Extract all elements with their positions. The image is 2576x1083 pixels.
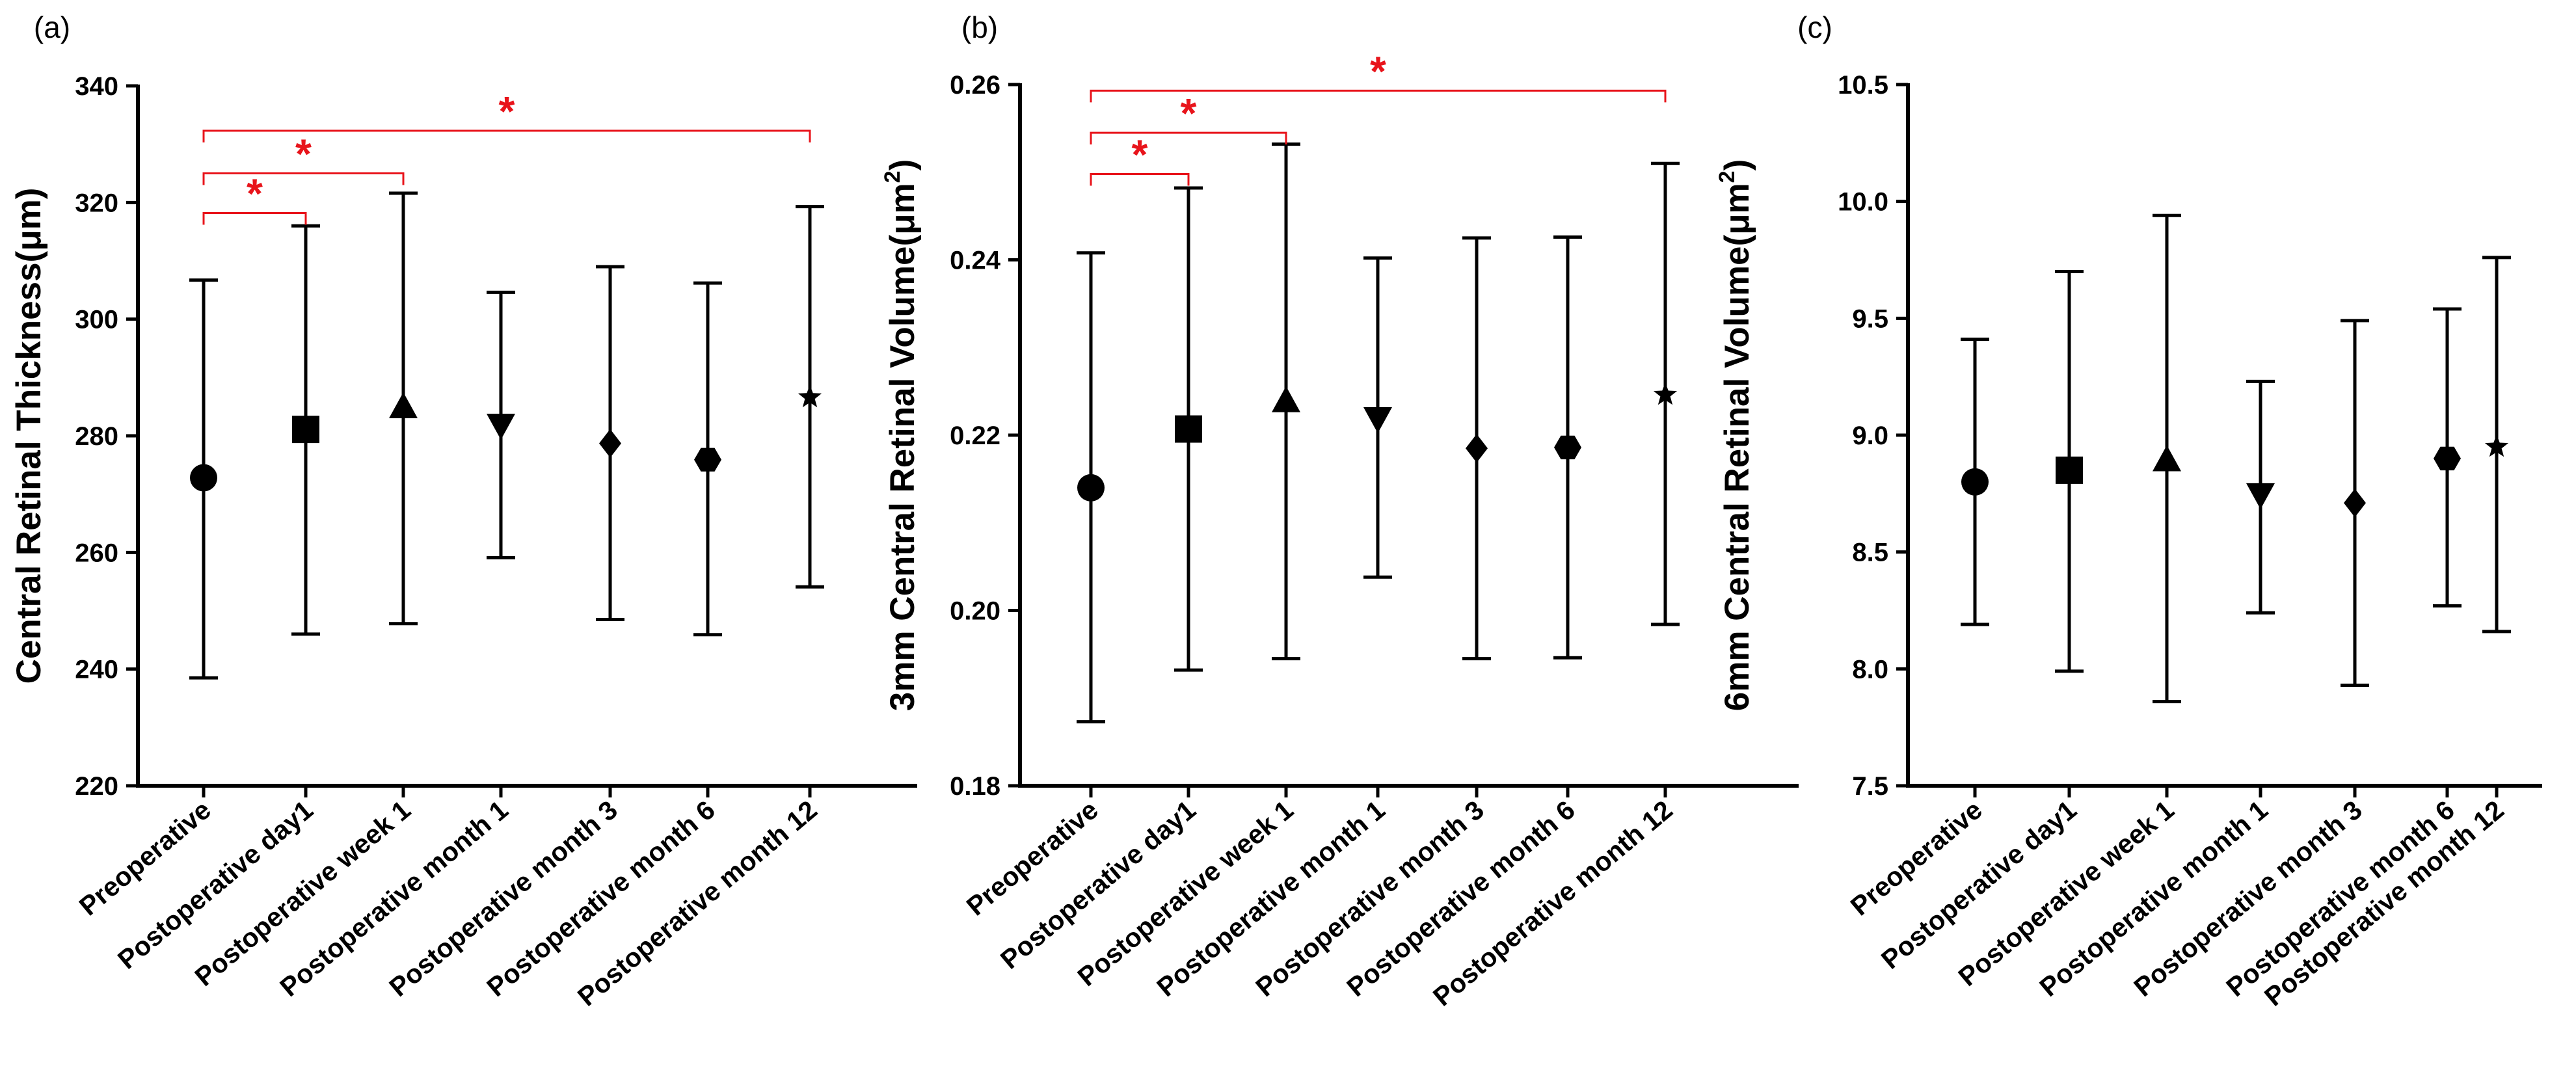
significance-star: * bbox=[1132, 131, 1148, 178]
y-axis-title-text: 6mm Central Retinal Volume(μm bbox=[1718, 183, 1756, 711]
panel-3: (c) 6mm Central Retinal Volume(μm2) 7.5 8.0… bbox=[1715, 10, 2542, 1012]
y-axis-title-superscript: 2 bbox=[880, 170, 905, 183]
mean-star-marker bbox=[2484, 435, 2509, 457]
mean-hexagon-marker bbox=[694, 448, 721, 472]
significance-star: * bbox=[1181, 90, 1197, 137]
y-axis-title-text: 3mm Central Retinal Volume(μm bbox=[883, 183, 922, 711]
y-tick-label: 340 bbox=[75, 72, 118, 101]
significance-bracket bbox=[1090, 89, 1667, 103]
y-tick-label: 9.0 bbox=[1852, 421, 1888, 450]
y-axis-title-close: ) bbox=[883, 159, 922, 171]
significance-bracket bbox=[202, 211, 307, 225]
y-axis-title: 6mm Central Retinal Volume(μm2) bbox=[1715, 159, 1756, 711]
mean-circle-marker bbox=[1077, 474, 1105, 501]
panel-2: (b)3mm Central Retinal Volume(μm2)0.180.… bbox=[880, 10, 1799, 1012]
y-tick-label: 260 bbox=[75, 539, 118, 567]
mean-square-marker bbox=[2056, 456, 2083, 484]
mean-star-marker bbox=[798, 384, 822, 408]
y-tick-label: 8.5 bbox=[1852, 539, 1888, 567]
mean-hexagon-marker bbox=[1554, 435, 1581, 460]
y-tick-label: 10.0 bbox=[1838, 188, 1888, 217]
significance-bracket bbox=[202, 172, 405, 185]
mean-triangle-down-marker bbox=[2246, 483, 2275, 509]
y-tick-label: 220 bbox=[75, 772, 118, 801]
y-tick-label: 0.24 bbox=[950, 247, 1001, 275]
panel-label: (c) bbox=[1797, 10, 1832, 44]
y-tick-label: 8.0 bbox=[1852, 655, 1888, 684]
y-tick-label: 0.22 bbox=[950, 421, 1000, 450]
mean-diamond-marker bbox=[599, 429, 621, 458]
y-tick-label: 9.5 bbox=[1852, 304, 1888, 333]
significance-bracket bbox=[1090, 172, 1190, 186]
y-axis-title-text: Central Retinal Thickness(μm) bbox=[10, 188, 48, 684]
mean-diamond-marker bbox=[2344, 488, 2366, 518]
panel-label: (a) bbox=[34, 10, 70, 44]
mean-triangle-up-marker bbox=[1272, 386, 1300, 412]
y-tick-label: 7.5 bbox=[1852, 772, 1888, 801]
mean-square-marker bbox=[292, 416, 319, 444]
significance-star: * bbox=[295, 131, 312, 178]
mean-star-marker bbox=[1653, 382, 1678, 405]
mean-circle-marker bbox=[1961, 468, 1989, 496]
y-tick-label: 280 bbox=[75, 422, 118, 451]
significance-star: * bbox=[1370, 47, 1386, 94]
y-axis-title-close: ) bbox=[1718, 159, 1756, 171]
y-tick-label: 300 bbox=[75, 306, 118, 334]
mean-square-marker bbox=[1175, 415, 1202, 443]
significance-bracket bbox=[1090, 131, 1287, 145]
panel-label: (b) bbox=[961, 10, 998, 44]
y-axis-title: Central Retinal Thickness(μm) bbox=[10, 188, 48, 684]
x-category-label: Postoperative month 12 bbox=[2259, 795, 2510, 1012]
significance-star: * bbox=[499, 88, 515, 135]
mean-hexagon-marker bbox=[2434, 446, 2461, 471]
mean-triangle-up-marker bbox=[389, 392, 418, 418]
mean-triangle-up-marker bbox=[2153, 445, 2181, 472]
y-tick-label: 240 bbox=[75, 656, 118, 684]
y-tick-label: 0.18 bbox=[950, 772, 1000, 801]
panel-1: (a) Central Retinal Thickness(μm) 220 240 26… bbox=[10, 10, 917, 1012]
y-tick-label: 320 bbox=[75, 189, 118, 217]
y-axis-title: 3mm Central Retinal Volume(μm2) bbox=[880, 159, 922, 711]
y-tick-label: 0.20 bbox=[950, 597, 1000, 626]
significance-bracket bbox=[202, 129, 811, 143]
y-tick-label: 10.5 bbox=[1838, 71, 1888, 100]
mean-diamond-marker bbox=[1466, 434, 1488, 463]
mean-circle-marker bbox=[190, 464, 217, 492]
y-axis-title-superscript: 2 bbox=[1715, 170, 1739, 183]
significance-star: * bbox=[247, 170, 263, 217]
y-tick-label: 0.26 bbox=[950, 71, 1000, 100]
mean-triangle-down-marker bbox=[487, 414, 515, 440]
mean-triangle-down-marker bbox=[1363, 407, 1392, 434]
